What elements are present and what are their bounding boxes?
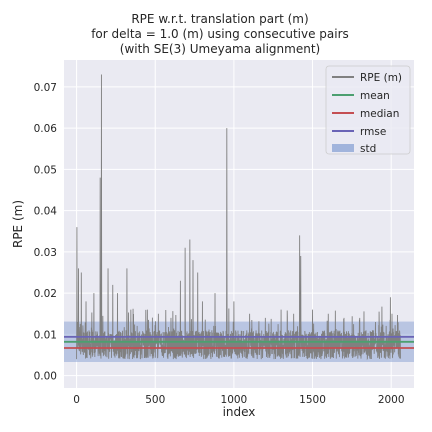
chart-title-line-1: RPE w.r.t. translation part (m) (131, 12, 308, 26)
x-tick-label: 500 (145, 394, 165, 406)
y-tick-label: 0.03 (34, 247, 57, 259)
y-tick-label: 0.02 (34, 288, 57, 300)
grid (64, 60, 414, 388)
chart-title-line-3: (with SE(3) Umeyama alignment) (120, 42, 320, 56)
y-axis-label: RPE (m) (11, 200, 25, 248)
y-tick-label: 0.01 (34, 329, 57, 341)
y-tick-label: 0.07 (34, 82, 57, 94)
x-tick-labels: 0 500 1000 1500 2000 (73, 394, 404, 406)
legend: RPE (m) mean median rmse std (325, 65, 411, 155)
y-tick-label: 0.05 (34, 164, 57, 176)
y-tick-label: 0.06 (34, 123, 58, 135)
x-axis-label: index (223, 405, 256, 419)
legend-label-rpe: RPE (m) (360, 72, 402, 84)
legend-label-mean: mean (360, 90, 390, 102)
x-tick-label: 2000 (378, 394, 405, 406)
legend-label-rmse: rmse (360, 126, 386, 138)
x-tick-label: 1500 (299, 394, 326, 406)
y-tick-labels: 0.00 0.01 0.02 0.03 0.04 0.05 0.06 0.07 (34, 82, 58, 383)
legend-label-std: std (360, 143, 376, 155)
legend-label-median: median (360, 108, 399, 120)
legend-swatch-std (332, 144, 354, 152)
y-tick-label: 0.00 (34, 371, 57, 383)
chart-title-line-2: for delta = 1.0 (m) using consecutive pa… (91, 27, 349, 41)
x-tick-label: 0 (73, 394, 80, 406)
y-tick-label: 0.04 (34, 206, 58, 218)
x-tick-label: 1000 (221, 394, 248, 406)
stat-lines-layer (64, 335, 414, 349)
